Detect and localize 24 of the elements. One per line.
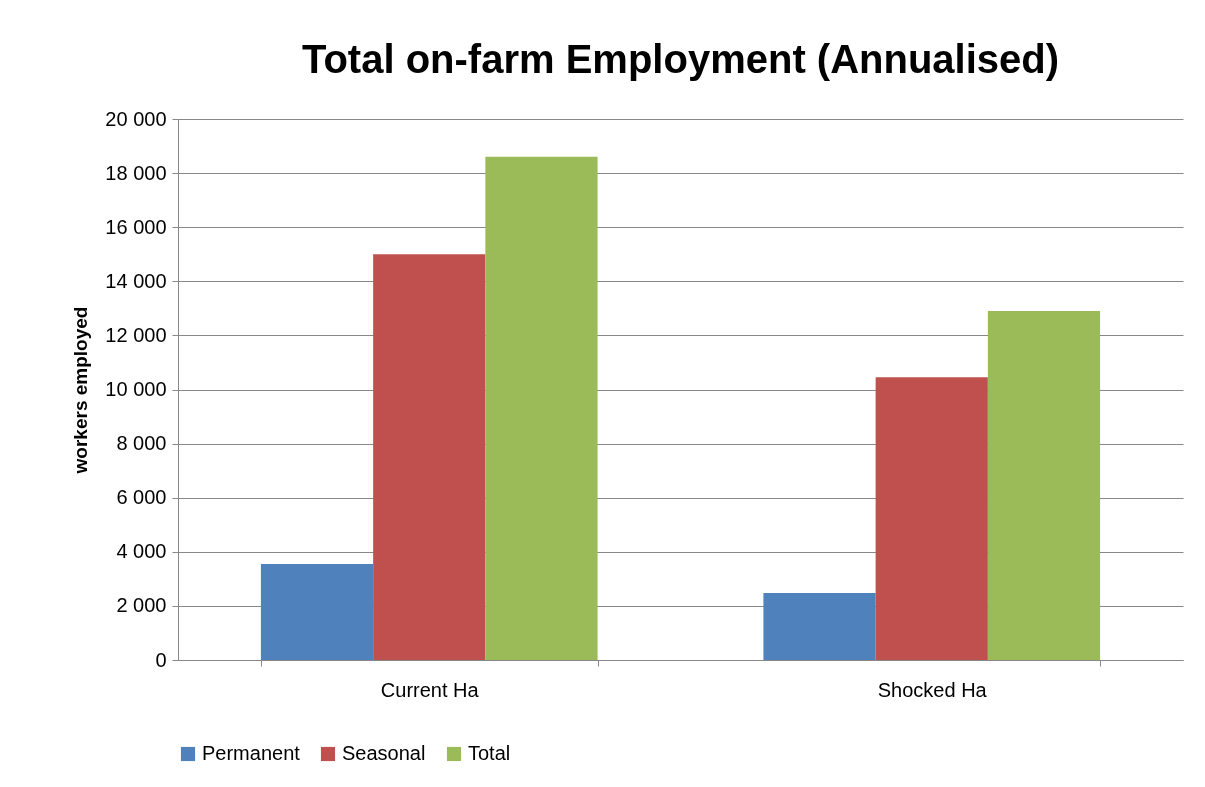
bar bbox=[373, 254, 486, 660]
legend-label: Permanent bbox=[202, 742, 301, 764]
bar bbox=[763, 592, 876, 660]
y-tick-label: 20 000 bbox=[105, 107, 167, 130]
y-tick-label: 4 000 bbox=[116, 540, 167, 563]
y-tick-label: 0 bbox=[155, 648, 167, 671]
x-tick-label: Current Ha bbox=[380, 678, 480, 701]
y-tick-label: 12 000 bbox=[105, 323, 167, 346]
y-axis-title: workers employed bbox=[70, 306, 92, 475]
y-tick-label: 18 000 bbox=[105, 161, 167, 184]
y-tick-label: 2 000 bbox=[116, 594, 167, 617]
chart-title: Total on-farm Employment (Annualised) bbox=[301, 37, 1060, 81]
y-tick-label: 14 000 bbox=[105, 269, 167, 292]
y-tick-label: 10 000 bbox=[105, 378, 167, 400]
y-tick-label: 6 000 bbox=[116, 486, 167, 509]
bar bbox=[875, 377, 988, 660]
bar bbox=[260, 563, 374, 660]
bar bbox=[485, 156, 598, 660]
legend-label: Seasonal bbox=[342, 742, 426, 764]
legend-label: Total bbox=[468, 742, 511, 764]
bar bbox=[987, 311, 1101, 660]
y-tick-label: 16 000 bbox=[105, 215, 167, 238]
x-tick-label: Shocked Ha bbox=[877, 678, 988, 701]
y-tick-label: 8 000 bbox=[116, 432, 167, 455]
